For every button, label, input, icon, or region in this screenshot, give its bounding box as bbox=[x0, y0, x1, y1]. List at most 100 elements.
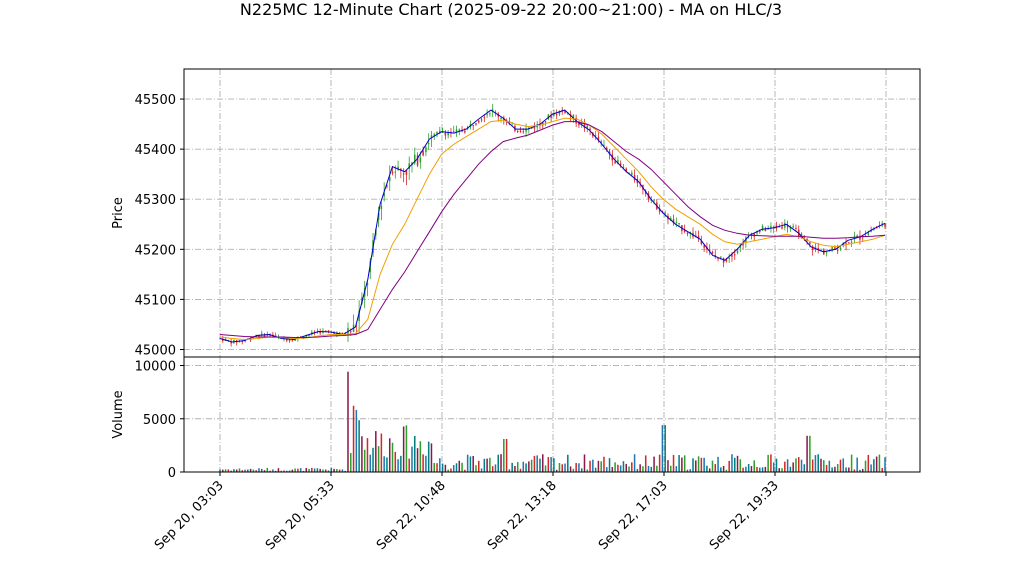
volume-bar bbox=[425, 455, 427, 472]
volume-bar bbox=[795, 458, 797, 472]
volume-axes-frame bbox=[183, 356, 921, 473]
volume-bar bbox=[561, 464, 564, 472]
volume-bar bbox=[422, 454, 424, 472]
candle-body bbox=[803, 235, 806, 237]
candle-body bbox=[720, 256, 722, 258]
volume-bar bbox=[803, 464, 806, 472]
volume-bar bbox=[247, 469, 249, 472]
volume-bar bbox=[583, 454, 586, 472]
volume-bar bbox=[316, 468, 319, 472]
volume-bar bbox=[355, 409, 358, 472]
volume-bar bbox=[753, 460, 755, 472]
candle-body bbox=[350, 331, 352, 333]
candle-body bbox=[544, 121, 547, 123]
volume-bar bbox=[697, 456, 700, 472]
candle-body bbox=[703, 245, 705, 248]
volume-bar bbox=[219, 469, 221, 472]
volume-bar bbox=[308, 468, 310, 472]
volume-y-tick-label: 5000 bbox=[143, 413, 176, 428]
volume-bar bbox=[299, 468, 302, 472]
volume-bar bbox=[669, 465, 672, 472]
candle-body bbox=[388, 177, 391, 182]
volume-bar bbox=[884, 457, 886, 472]
candle-body bbox=[455, 129, 458, 132]
candle-body bbox=[416, 155, 419, 166]
candle-body bbox=[600, 141, 602, 143]
volume-bar bbox=[439, 458, 441, 472]
candle-body bbox=[859, 235, 861, 240]
volume-bar bbox=[558, 463, 561, 472]
volume-bar bbox=[530, 459, 533, 472]
candle-body bbox=[825, 251, 828, 253]
candle-body bbox=[700, 241, 703, 244]
candle-body bbox=[564, 110, 566, 113]
volume-bar bbox=[397, 459, 399, 472]
candle-body bbox=[850, 241, 853, 243]
volume-bar bbox=[683, 455, 686, 472]
candle-body bbox=[772, 226, 775, 228]
candle-body bbox=[761, 225, 764, 231]
candle-body bbox=[867, 231, 870, 235]
volume-bar bbox=[274, 470, 277, 472]
candle-body bbox=[586, 125, 589, 128]
candle-body bbox=[386, 185, 388, 187]
volume-bar bbox=[436, 463, 438, 472]
candle-body bbox=[742, 243, 744, 246]
volume-bar bbox=[235, 469, 238, 472]
volume-bar bbox=[555, 469, 558, 472]
volume-bar bbox=[489, 457, 491, 472]
volume-bar bbox=[480, 468, 483, 472]
volume-bar bbox=[789, 466, 792, 472]
volume-bar bbox=[636, 468, 639, 472]
volume-bar bbox=[338, 469, 341, 472]
candle-body bbox=[553, 113, 555, 116]
volume-bar bbox=[875, 456, 878, 472]
candle-body bbox=[672, 219, 675, 223]
volume-bar bbox=[347, 371, 349, 472]
volume-bar bbox=[327, 470, 330, 472]
volume-bar bbox=[358, 420, 360, 472]
volume-bar bbox=[842, 458, 845, 472]
volume-bar bbox=[550, 457, 552, 472]
candle-body bbox=[633, 174, 636, 180]
candle-body bbox=[580, 122, 583, 125]
volume-bar bbox=[430, 443, 433, 472]
volume-bar bbox=[369, 454, 372, 472]
candle-body bbox=[770, 226, 772, 228]
volume-bar bbox=[733, 457, 736, 472]
volume-y-tick-label: 10000 bbox=[135, 360, 176, 375]
moving-average-line bbox=[219, 117, 886, 341]
volume-bar bbox=[600, 461, 602, 472]
volume-bar bbox=[686, 469, 689, 472]
candle-body bbox=[516, 130, 519, 132]
candle-body bbox=[683, 230, 686, 232]
candle-body bbox=[472, 124, 474, 127]
candle-body bbox=[792, 226, 794, 228]
volume-bar bbox=[233, 469, 235, 472]
volume-bar bbox=[778, 468, 781, 472]
volume-bar bbox=[619, 465, 622, 472]
volume-bar bbox=[786, 459, 789, 472]
candle-body bbox=[494, 111, 497, 113]
volume-bar bbox=[241, 470, 244, 472]
volume-bar bbox=[681, 457, 683, 472]
volume-bar bbox=[472, 455, 474, 472]
volume-bar bbox=[800, 459, 803, 472]
volume-bar bbox=[469, 456, 472, 472]
candle-body bbox=[778, 226, 781, 228]
price-y-tick-label: 45300 bbox=[135, 193, 176, 208]
volume-bar bbox=[416, 448, 419, 472]
volume-bar bbox=[341, 469, 344, 472]
candle-body bbox=[547, 114, 550, 119]
volume-bar bbox=[466, 454, 469, 472]
volume-bar bbox=[500, 454, 502, 472]
volume-bar bbox=[770, 454, 772, 472]
candle-body bbox=[522, 131, 525, 133]
volume-bar bbox=[731, 454, 733, 472]
volume-bar bbox=[586, 469, 589, 472]
volume-bar bbox=[283, 470, 285, 472]
volume-bar bbox=[664, 425, 666, 472]
candle-body bbox=[355, 325, 358, 327]
volume-bar bbox=[269, 470, 271, 472]
candle-body bbox=[252, 337, 255, 339]
